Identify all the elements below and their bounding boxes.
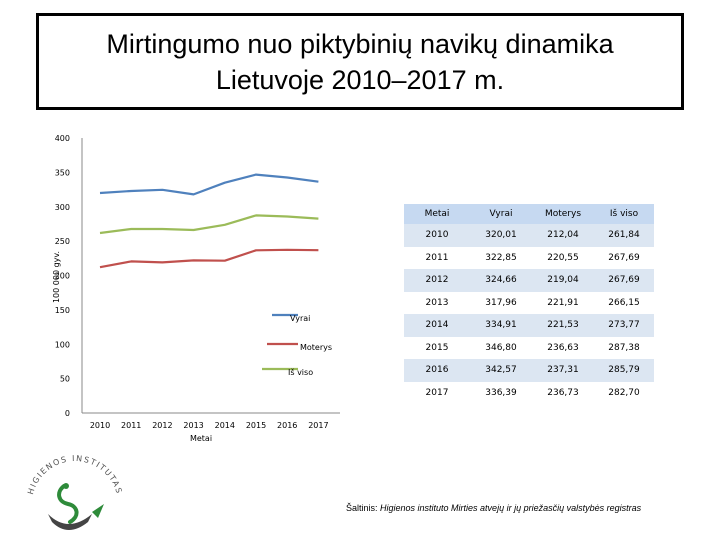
header-is-viso: Iš viso: [594, 204, 654, 224]
table-cell: 346,80: [470, 336, 532, 359]
source-note: Šaltinis: Higienos instituto Mirties atv…: [346, 503, 641, 513]
legend-label: Moterys: [300, 343, 332, 352]
table-cell: 221,53: [532, 314, 594, 337]
table-cell: 237,31: [532, 359, 594, 382]
table-cell: 2012: [404, 269, 470, 292]
y-tick-label: 250: [55, 237, 70, 246]
legend-label: Iš viso: [288, 367, 313, 377]
higienos-institutas-logo: HIGIENOS INSTITUTAS: [26, 454, 124, 530]
header-metai: Metai: [404, 204, 470, 224]
y-tick-label: 300: [55, 203, 70, 212]
source-prefix: Šaltinis:: [346, 503, 381, 513]
table-cell: 2013: [404, 291, 470, 314]
table-header-row: Metai Vyrai Moterys Iš viso: [404, 204, 654, 224]
table-cell: 287,38: [594, 336, 654, 359]
x-tick-label: 2010: [90, 421, 110, 430]
chart-title-line-1: Mirtingumo nuo piktybinių navikų dinamik…: [106, 28, 614, 59]
x-tick-label: 2015: [246, 421, 266, 430]
x-tick-label: 2016: [277, 421, 297, 430]
y-tick-label: 0: [65, 409, 70, 418]
y-tick-label: 150: [55, 306, 70, 315]
table-cell: 2016: [404, 359, 470, 382]
data-table: Metai Vyrai Moterys Iš viso 2010 320,01 21…: [404, 204, 654, 404]
table-cell: 322,85: [470, 246, 532, 269]
table-row: 2011 322,85 220,55 267,69: [404, 246, 654, 269]
table-cell: 212,04: [532, 224, 594, 247]
table-cell: 320,01: [470, 224, 532, 247]
x-tick-label: 2014: [215, 421, 235, 430]
x-tick-label: 2011: [121, 421, 141, 430]
table-cell: 219,04: [532, 269, 594, 292]
table-row: 2010 320,01 212,04 261,84: [404, 224, 654, 247]
table-cell: 267,69: [594, 269, 654, 292]
table-cell: 2015: [404, 336, 470, 359]
y-tick-labels: 0 50 100 150 200 250 300 350 400: [55, 134, 70, 418]
y-tick-label: 350: [55, 168, 70, 177]
x-tick-label: 2012: [152, 421, 172, 430]
table-cell: 2017: [404, 381, 470, 404]
table-row: 2016 342,57 237,31 285,79: [404, 359, 654, 382]
y-tick-label: 200: [55, 272, 70, 281]
logo-arc-text: HIGIENOS INSTITUTAS: [26, 454, 122, 496]
series-lines: [99, 173, 319, 269]
source-text: Higienos instituto Mirties atvejų ir jų …: [380, 503, 642, 513]
table-cell: 221,91: [532, 291, 594, 314]
series-line-3: [99, 214, 319, 235]
table-row: 2013 317,96 221,91 266,15: [404, 291, 654, 314]
table-cell: 273,77: [594, 314, 654, 337]
table-cell: 2011: [404, 246, 470, 269]
y-tick-label: 50: [60, 375, 70, 384]
table-cell: 261,84: [594, 224, 654, 247]
table-row: 2017 336,39 236,73 282,70: [404, 381, 654, 404]
table-cell: 342,57: [470, 359, 532, 382]
legend: Vyrai Moterys Iš viso: [262, 313, 332, 377]
x-tick-labels: 2010 2011 2012 2013 2014 2015 2016 2017: [90, 421, 329, 430]
series-line-1: [99, 173, 319, 196]
y-tick-label: 400: [55, 134, 70, 143]
legend-label: Vyrai: [290, 314, 310, 323]
y-axis-title: 100 000 gyv.: [52, 251, 61, 303]
table-cell: 220,55: [532, 246, 594, 269]
table-cell: 267,69: [594, 246, 654, 269]
table-cell: 2014: [404, 314, 470, 337]
table-cell: 236,73: [532, 381, 594, 404]
table-cell: 324,66: [470, 269, 532, 292]
svg-text:HIGIENOS INSTITUTAS: HIGIENOS INSTITUTAS: [26, 454, 124, 496]
table-cell: 236,63: [532, 336, 594, 359]
table-cell: 282,70: [594, 381, 654, 404]
chart-title-line-2: Lietuvoje 2010–2017 m.: [215, 64, 505, 95]
table-row: 2014 334,91 221,53 273,77: [404, 314, 654, 337]
table-cell: 336,39: [470, 381, 532, 404]
table-cell: 266,15: [594, 291, 654, 314]
title-box: Mirtingumo nuo piktybinių navikų dinamik…: [36, 13, 684, 110]
table-cell: 285,79: [594, 359, 654, 382]
series-line-2: [99, 248, 319, 269]
table-row: 2012 324,66 219,04 267,69: [404, 269, 654, 292]
x-tick-label: 2013: [183, 421, 203, 430]
x-tick-label: 2017: [308, 421, 328, 430]
table-row: 2015 346,80 236,63 287,38: [404, 336, 654, 359]
header-moterys: Moterys: [532, 204, 594, 224]
header-vyrai: Vyrai: [470, 204, 532, 224]
table-cell: 317,96: [470, 291, 532, 314]
x-axis-title: Metai: [190, 434, 212, 443]
table-cell: 2010: [404, 224, 470, 247]
table-cell: 334,91: [470, 314, 532, 337]
y-tick-label: 100: [55, 340, 70, 349]
